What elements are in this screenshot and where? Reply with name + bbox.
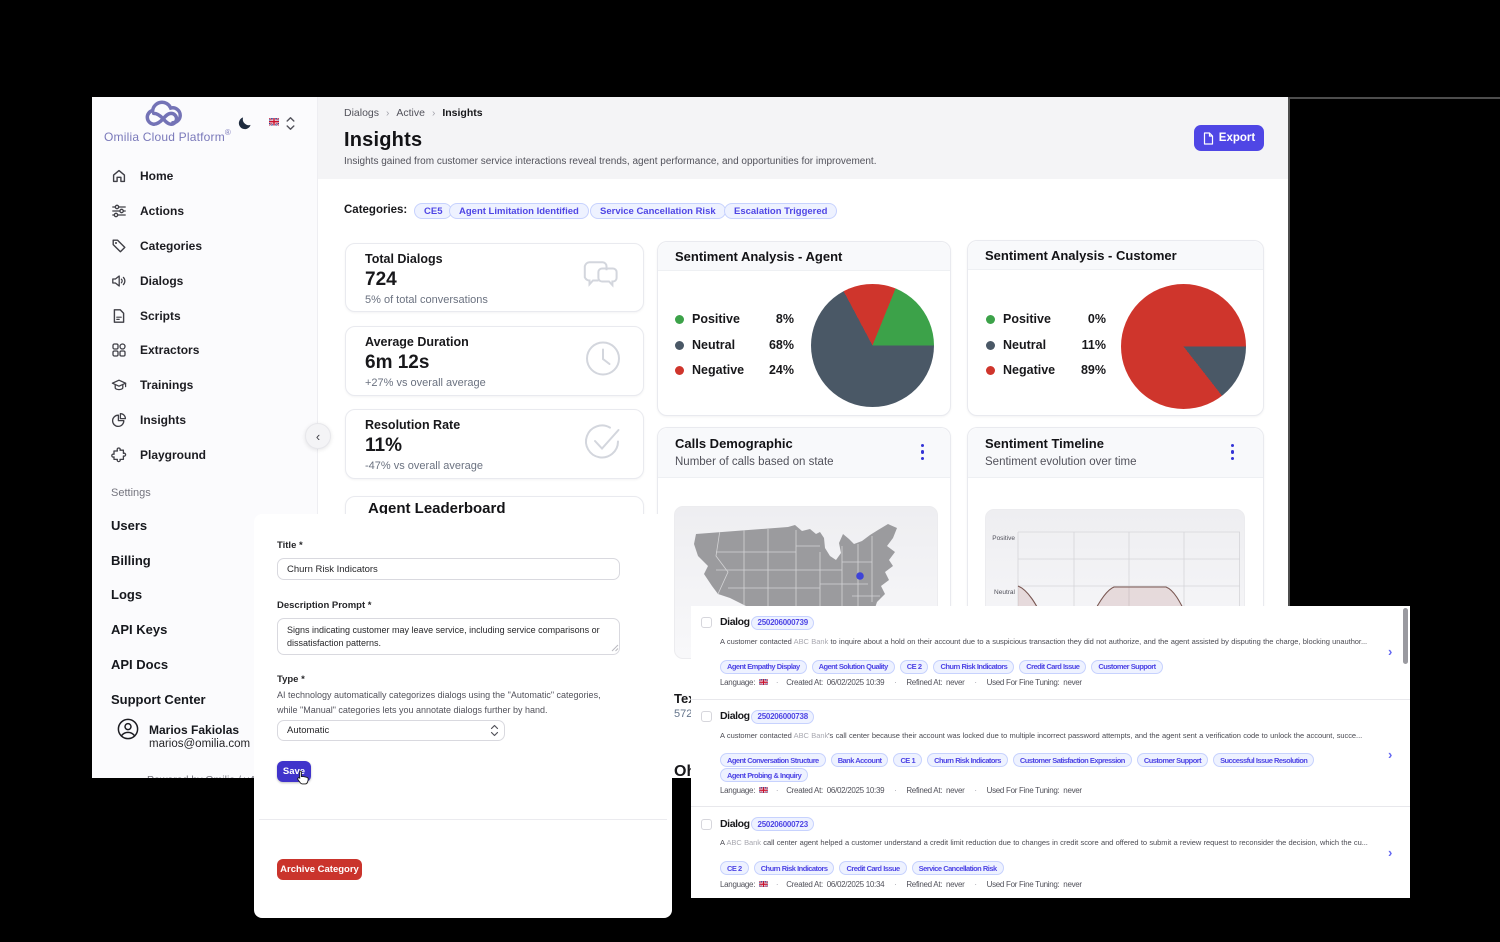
svg-text:Neutral: Neutral: [994, 589, 1016, 596]
svg-text:Positive: Positive: [992, 535, 1015, 542]
